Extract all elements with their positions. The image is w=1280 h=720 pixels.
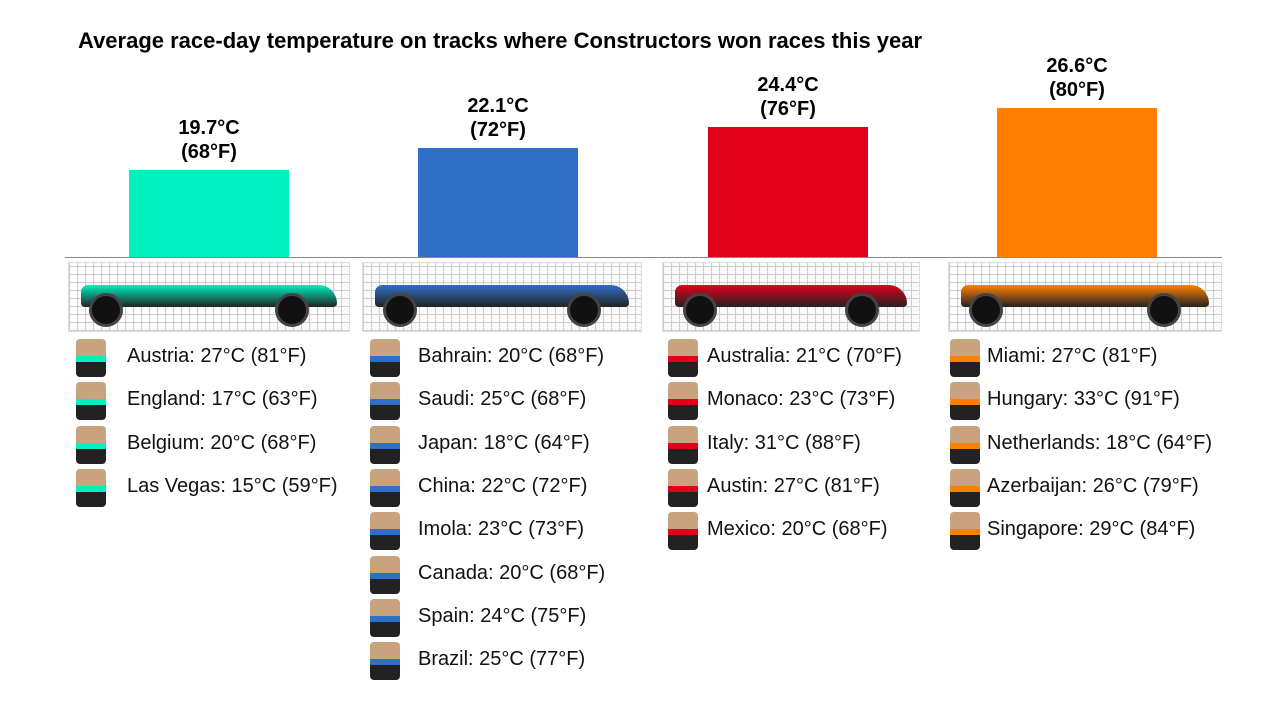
chart-title: Average race-day temperature on tracks w… bbox=[78, 28, 923, 53]
race-item: Spain: 24°C (75°F) bbox=[418, 604, 587, 627]
wheel bbox=[845, 293, 879, 327]
car bbox=[81, 285, 337, 307]
driver-icon bbox=[76, 468, 106, 507]
bar bbox=[418, 148, 578, 257]
bar bbox=[997, 107, 1157, 257]
race-item: Belgium: 20°C (68°F) bbox=[127, 431, 317, 454]
driver-icon bbox=[950, 382, 980, 421]
race-item: Brazil: 25°C (77°F) bbox=[418, 648, 586, 671]
driver-icon bbox=[370, 382, 400, 421]
race-item: Las Vegas: 15°C (59°F) bbox=[127, 474, 338, 497]
value-label: 22.1°C (72°F) bbox=[467, 95, 529, 142]
bar bbox=[129, 169, 289, 257]
driver-icon bbox=[668, 468, 698, 507]
driver-icon bbox=[668, 339, 698, 377]
race-item: Hungary: 33°C (91°F) bbox=[987, 388, 1180, 411]
driver-icon bbox=[370, 555, 400, 594]
race-item: Canada: 20°C (68°F) bbox=[418, 561, 606, 584]
race-item: Italy: 31°C (88°F) bbox=[707, 431, 861, 454]
race-item: Imola: 23°C (73°F) bbox=[418, 518, 585, 541]
driver-icon bbox=[668, 512, 698, 551]
car-panel bbox=[68, 262, 350, 332]
race-item: Australia: 21°C (70°F) bbox=[707, 345, 902, 367]
driver-icon bbox=[370, 598, 400, 637]
race-item: Singapore: 29°C (84°F) bbox=[987, 518, 1196, 541]
driver-icon bbox=[950, 339, 980, 377]
wheel bbox=[683, 293, 717, 327]
car bbox=[961, 285, 1209, 307]
race-item: Austin: 27°C (81°F) bbox=[707, 474, 880, 497]
race-item: Japan: 18°C (64°F) bbox=[418, 431, 590, 454]
driver-icon bbox=[668, 425, 698, 464]
race-item: Azerbaijan: 26°C (79°F) bbox=[987, 474, 1199, 497]
driver-icon bbox=[76, 425, 106, 464]
race-item: China: 22°C (72°F) bbox=[418, 474, 588, 497]
driver-icon bbox=[950, 512, 980, 551]
wheel bbox=[567, 293, 601, 327]
driver-icon bbox=[370, 512, 400, 551]
wheel bbox=[275, 293, 309, 327]
driver-icon bbox=[950, 468, 980, 507]
baseline bbox=[65, 257, 1222, 258]
race-item: Mexico: 20°C (68°F) bbox=[707, 518, 888, 541]
car-panel bbox=[948, 262, 1222, 332]
race-item: Bahrain: 20°C (68°F) bbox=[418, 345, 605, 367]
race-item: Netherlands: 18°C (64°F) bbox=[987, 431, 1212, 454]
car-panel bbox=[662, 262, 920, 332]
bar bbox=[708, 127, 868, 257]
wheel bbox=[969, 293, 1003, 327]
driver-icon bbox=[76, 382, 106, 421]
race-item: Austria: 27°C (81°F) bbox=[127, 345, 307, 367]
driver-icon bbox=[950, 425, 980, 464]
race-item: Monaco: 23°C (73°F) bbox=[707, 388, 896, 411]
driver-icon bbox=[370, 339, 400, 377]
driver-icon bbox=[668, 382, 698, 421]
value-label: 19.7°C (68°F) bbox=[178, 116, 240, 163]
race-item: Saudi: 25°C (68°F) bbox=[418, 388, 587, 411]
wheel bbox=[89, 293, 123, 327]
driver-icon bbox=[370, 642, 400, 681]
car bbox=[375, 285, 629, 307]
car-panel bbox=[362, 262, 642, 332]
wheel bbox=[383, 293, 417, 327]
value-label: 26.6°C (80°F) bbox=[1046, 54, 1108, 101]
race-item: Miami: 27°C (81°F) bbox=[987, 345, 1158, 367]
value-label: 24.4°C (76°F) bbox=[757, 74, 819, 121]
driver-icon bbox=[370, 425, 400, 464]
driver-icon bbox=[370, 468, 400, 507]
race-item: England: 17°C (63°F) bbox=[127, 388, 318, 411]
driver-icon bbox=[76, 339, 106, 377]
wheel bbox=[1147, 293, 1181, 327]
